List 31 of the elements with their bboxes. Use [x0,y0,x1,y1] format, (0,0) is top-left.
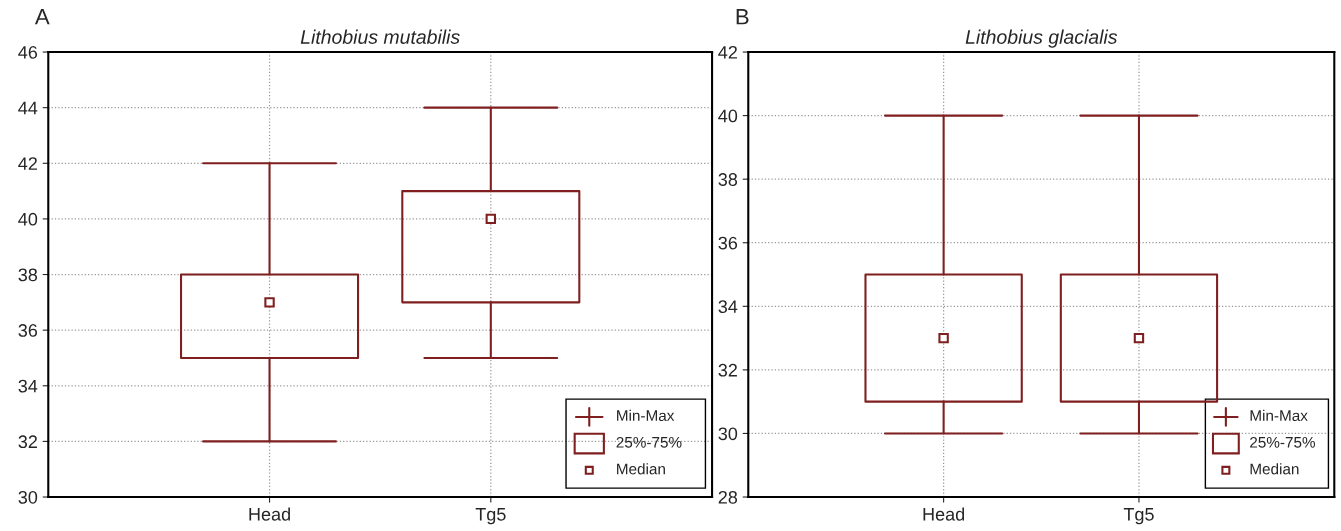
y-tick-label: 38 [18,268,38,282]
y-tick-label: 30 [718,427,738,441]
y-tick-label: 32 [18,435,37,449]
annotation: Median [617,463,665,475]
y-tick-label: 36 [718,236,738,250]
x-tick-label: Tg5 [1123,508,1154,525]
y-tick-label: 34 [18,379,38,393]
y-tick-label: 34 [718,300,738,314]
y-tick-label: 42 [718,45,737,59]
y-tick-label: 40 [718,109,738,123]
y-tick-label: 36 [18,324,38,337]
annotation: 25%-75% [616,436,682,448]
chart-title: Lithobius glacialis [965,29,1118,48]
annotation: Median [1250,463,1299,475]
y-tick-label: 42 [18,157,37,170]
text: A [34,9,50,25]
y-tick-label: 30 [18,490,38,504]
annotation: Min-Max [617,409,675,422]
y-tick-label: 44 [18,101,38,115]
y-tick-label: 46 [18,45,38,59]
annotation: Min-Max [1250,409,1308,422]
chart-title: Lithobius mutabilis [300,29,460,44]
y-tick-label: 32 [718,363,737,377]
y-tick-label: 40 [18,212,38,226]
text: B [736,9,749,25]
x-tick-label: Head [923,507,965,521]
x-tick-label: Head [249,507,290,521]
y-tick-label: 28 [718,490,738,504]
y-tick-label: 38 [718,173,738,186]
x-tick-label: Tg5 [475,508,506,525]
annotation: 25%-75% [1250,436,1316,448]
